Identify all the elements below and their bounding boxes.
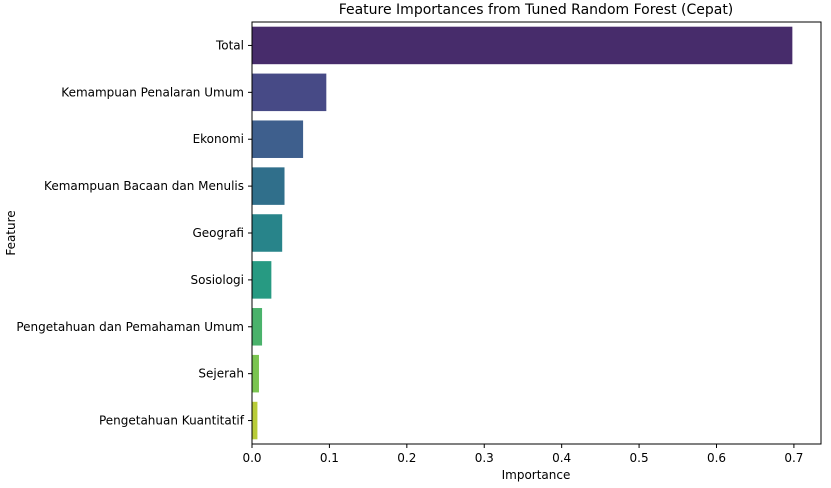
x-axis-title: Importance — [502, 468, 571, 482]
y-tick-labels: Total Kemampuan Penalaran Umum Ekonomi Kema… — [16, 38, 252, 428]
y-tick-label: Ekonomi — [193, 132, 244, 146]
bar — [252, 26, 793, 65]
chart-title: Feature Importances from Tuned Random Fo… — [339, 2, 734, 18]
y-tick-label: Pengetahuan dan Pemahaman Umum — [16, 320, 244, 334]
plot-frame — [251, 21, 822, 445]
x-tick-label: 0.5 — [630, 451, 649, 465]
y-tick-label: Kemampuan Bacaan dan Menulis — [44, 179, 244, 193]
y-tick-label: Sosiologi — [190, 273, 244, 287]
bar — [252, 73, 327, 112]
x-ticks: 0.0 0.1 0.2 0.3 0.4 0.5 0.6 0.7 — [242, 444, 803, 465]
x-tick-label: 0.2 — [397, 451, 416, 465]
y-axis-title: Feature — [4, 210, 18, 255]
y-tick-label: Pengetahuan Kuantitatif — [99, 414, 245, 428]
bar — [252, 167, 285, 205]
bar — [252, 401, 258, 440]
x-tick-label: 0.4 — [552, 451, 571, 465]
x-tick-label: 0.7 — [784, 451, 803, 465]
y-tick-label: Kemampuan Penalaran Umum — [61, 85, 244, 99]
bar — [252, 214, 283, 252]
bars-group — [252, 26, 793, 440]
bar — [252, 354, 259, 393]
y-tick-label: Sejerah — [198, 367, 244, 381]
x-tick-label: 0.3 — [475, 451, 494, 465]
x-tick-label: 0.0 — [242, 451, 261, 465]
y-tick-label: Total — [215, 38, 244, 52]
bar — [252, 120, 304, 158]
bar — [252, 261, 272, 299]
y-tick-label: Geografi — [193, 226, 245, 240]
bar — [252, 308, 263, 346]
x-tick-label: 0.1 — [320, 451, 339, 465]
x-tick-label: 0.6 — [707, 451, 726, 465]
